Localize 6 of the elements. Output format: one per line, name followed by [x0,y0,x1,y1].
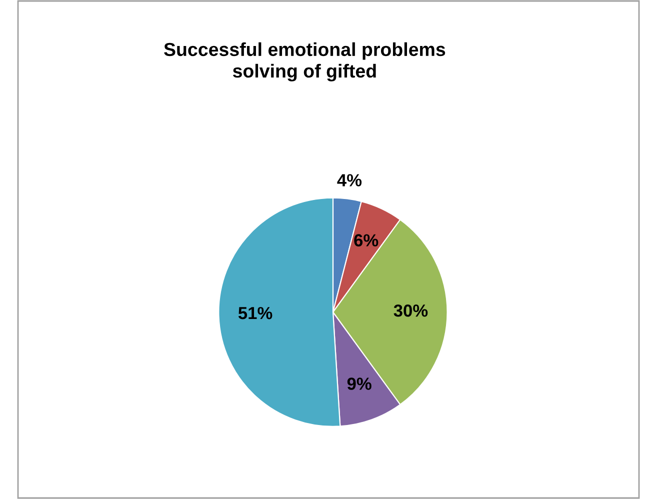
data-label: 6% [354,234,378,246]
data-label: 30% [394,304,428,317]
chart-title: Successful emotional problems solving of gifted [164,42,446,82]
data-label: 9% [347,378,372,390]
data-label: 4% [337,174,362,186]
data-label: 51% [238,306,272,320]
